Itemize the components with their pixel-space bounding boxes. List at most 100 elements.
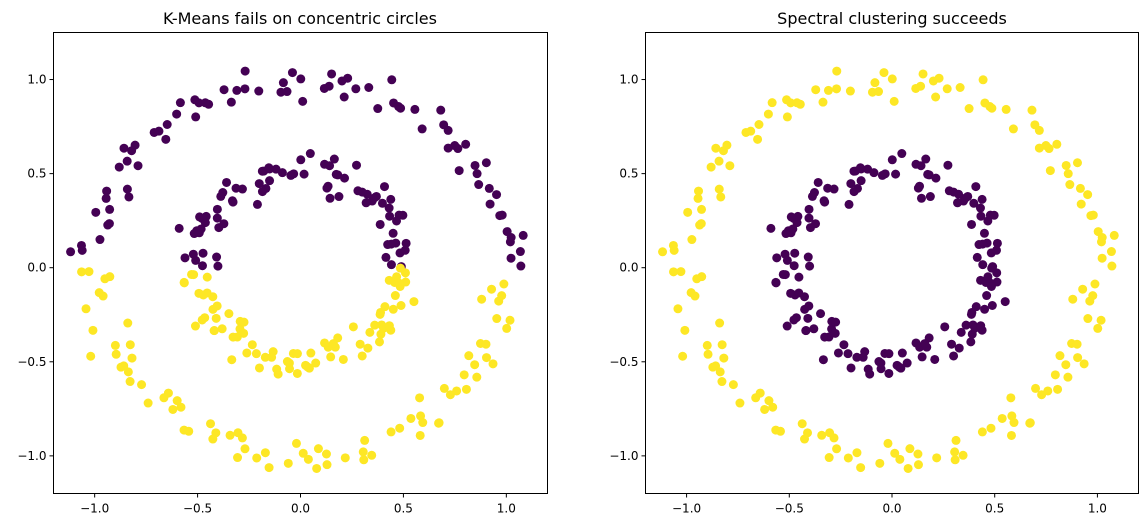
right-scatter-point: [1006, 393, 1016, 403]
right-scatter-point: [772, 253, 782, 263]
right-scatter-point: [1083, 190, 1093, 200]
right-scatter-point: [943, 160, 953, 170]
left-scatter-point: [383, 240, 393, 250]
left-scatter-point: [137, 380, 147, 390]
right-scatter-point: [950, 455, 960, 465]
left-scatter-point: [358, 447, 368, 457]
right-scatter-point: [763, 109, 773, 119]
right-scatter-point: [1061, 160, 1071, 170]
right-scatter-point: [686, 288, 696, 298]
left-scatter-point: [184, 426, 194, 436]
right-scatter-point: [971, 302, 981, 312]
left-scatter-point: [381, 252, 391, 262]
right-scatter-point: [716, 192, 726, 202]
right-scatter-point: [820, 332, 830, 342]
right-scatter-point: [920, 339, 930, 349]
right-scatter-point: [694, 186, 704, 196]
right-scatter-point: [696, 219, 706, 229]
right-scatter-point: [1030, 120, 1040, 130]
left-scatter-point: [337, 76, 347, 86]
right-scatter-point: [703, 349, 713, 359]
left-scatter-point: [225, 430, 235, 440]
right-x-tick-label: 1.0: [1088, 502, 1107, 516]
left-scatter-point: [91, 207, 101, 217]
right-scatter-point: [902, 358, 912, 368]
right-scatter-point: [913, 449, 923, 459]
right-scatter-point: [921, 154, 931, 164]
right-scatter-point: [961, 193, 971, 203]
right-scatter-point: [856, 463, 866, 473]
left-scatter-point: [385, 211, 395, 221]
right-scatter-point: [719, 353, 729, 363]
right-scatter-point: [717, 340, 727, 350]
right-scatter-point: [1031, 383, 1041, 393]
right-scatter-point: [832, 66, 842, 76]
right-scatter-point: [789, 315, 799, 325]
left-scatter-point: [488, 359, 498, 369]
right-scatter-point: [883, 438, 893, 448]
right-scatter-point: [896, 363, 906, 373]
left-scatter-point: [228, 197, 238, 207]
left-scatter-point: [122, 184, 132, 194]
right-x-tick-label: 0.5: [985, 502, 1004, 516]
right-scatter-point: [811, 85, 821, 95]
left-scatter-point: [392, 216, 402, 226]
right-scatter-point: [823, 183, 833, 193]
right-scatter-point: [980, 98, 990, 108]
left-scatter-point: [464, 351, 474, 361]
right-scatter-point: [843, 349, 853, 359]
left-scatter-point: [125, 340, 135, 350]
left-scatter-point: [197, 315, 207, 325]
right-scatter-point: [805, 261, 815, 271]
left-scatter-point: [216, 191, 226, 201]
left-scatter-point: [197, 261, 207, 271]
left-scatter-point: [202, 272, 212, 282]
right-scatter-point: [829, 433, 839, 443]
left-scatter-point: [369, 193, 379, 203]
left-scatter-point: [304, 363, 314, 373]
right-scatter-point: [949, 351, 959, 361]
right-scatter-point: [1034, 143, 1044, 153]
left-scatter-point: [312, 463, 322, 473]
right-scatter-point: [778, 269, 788, 279]
left-scatter-point: [416, 411, 426, 421]
left-scatter-point: [322, 460, 332, 470]
right-scatter-point: [947, 339, 957, 349]
right-scatter-point: [979, 228, 989, 238]
right-plot-points: [658, 66, 1119, 473]
left-scatter-point: [516, 261, 526, 271]
left-scatter-point: [127, 146, 137, 156]
left-scatter-point: [159, 393, 169, 403]
right-scatter-point: [1086, 211, 1096, 221]
right-scatter-point: [911, 83, 921, 93]
left-scatter-point: [415, 430, 425, 440]
right-scatter-point: [846, 363, 856, 373]
right-scatter-point: [976, 321, 986, 331]
left-scatter-point: [240, 84, 250, 94]
left-x-tick-label: −0.5: [183, 502, 212, 516]
right-plot-title: Spectral clustering succeeds: [777, 9, 1007, 28]
left-scatter-point: [436, 105, 446, 115]
right-scatter-point: [683, 207, 693, 217]
right-scatter-point: [813, 177, 823, 187]
right-scatter-point: [977, 194, 987, 204]
right-scatter-point: [831, 317, 841, 327]
left-y-tick-label: −1.0: [17, 449, 46, 463]
right-scatter-point: [997, 413, 1007, 423]
left-scatter-point: [355, 339, 365, 349]
right-scatter-point: [809, 324, 819, 334]
left-scatter-point: [380, 182, 389, 192]
right-scatter-point: [884, 368, 894, 378]
left-scatter-point: [439, 383, 449, 393]
right-scatter-point: [658, 247, 668, 257]
right-scatter-point: [1007, 411, 1017, 421]
left-scatter-point: [326, 352, 336, 362]
right-scatter-point: [961, 320, 971, 330]
left-scatter-point: [386, 427, 396, 437]
right-scatter-point: [771, 277, 781, 287]
right-scatter-point: [1079, 359, 1089, 369]
left-scatter-point: [505, 315, 515, 325]
right-scatter-point: [956, 327, 966, 337]
left-scatter-point: [267, 352, 277, 362]
right-scatter-point: [986, 282, 996, 291]
